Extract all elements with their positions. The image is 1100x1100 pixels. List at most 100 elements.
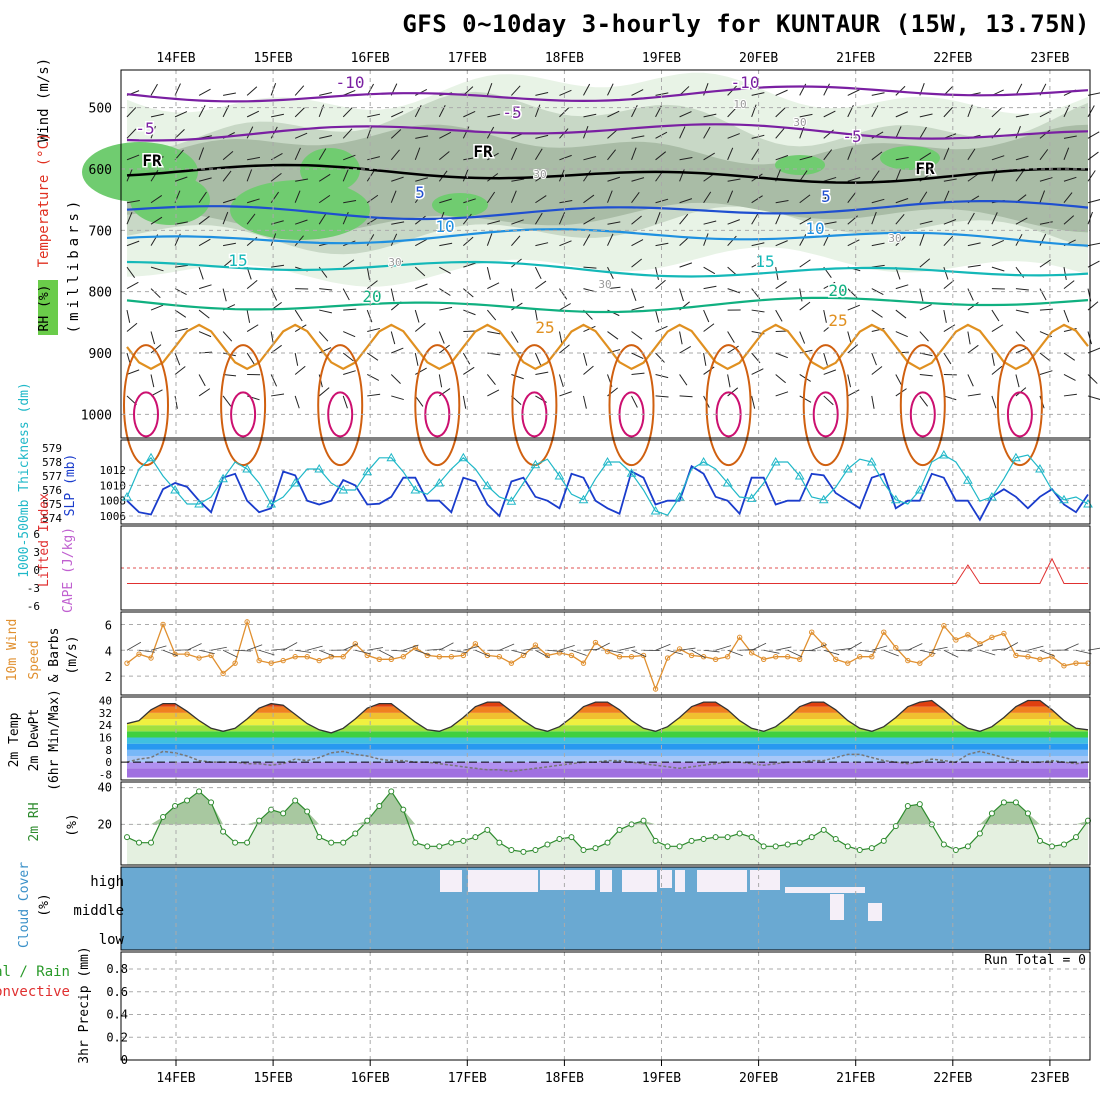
wind-speed-marker <box>316 657 322 664</box>
wind-barb <box>943 324 956 332</box>
wind-barb <box>967 104 973 118</box>
wind-barb <box>943 352 952 365</box>
wind-barb <box>126 322 138 332</box>
wind-barb <box>631 331 643 340</box>
thickness-tick: 578 <box>42 456 62 469</box>
wind-barb <box>486 83 493 96</box>
wind-barb <box>150 113 164 118</box>
wind10-barb <box>307 645 323 651</box>
rh2m-marker <box>292 797 299 804</box>
wind-barb <box>391 221 405 225</box>
wind-speed-marker <box>688 652 695 659</box>
rh2m-marker <box>376 803 383 809</box>
rh-fill <box>127 791 1088 865</box>
rh2m-marker <box>196 788 203 795</box>
rh2m-marker <box>520 848 527 855</box>
wind10-barb <box>919 649 936 654</box>
wind10-barb <box>463 646 479 651</box>
wind-barb <box>318 212 327 225</box>
wind-barb <box>967 374 974 387</box>
wind-speed-marker <box>845 660 851 666</box>
date-label-bottom: 18FEB <box>545 1071 584 1086</box>
wind-speed-marker <box>640 652 647 659</box>
wind-barb <box>799 194 811 204</box>
wind-barb <box>1063 215 1075 225</box>
wind-speed-marker <box>376 656 382 663</box>
isotherm-label: 20 <box>828 281 847 300</box>
rh2m-marker <box>136 839 143 846</box>
wind10-barb <box>451 649 468 654</box>
wind-barb <box>462 126 470 139</box>
wind-barb <box>823 110 836 118</box>
rh2m-marker <box>712 834 719 841</box>
rh2m-marker <box>808 834 815 841</box>
wind-barb <box>486 374 496 385</box>
rh2m-marker <box>820 826 827 833</box>
wind10-barb <box>271 648 288 651</box>
isotherm-30-loop <box>220 344 267 467</box>
wind10-barb <box>1063 643 1079 651</box>
wind-barb <box>223 242 236 247</box>
wind-barb <box>895 198 909 204</box>
thickness-marker <box>554 470 565 480</box>
isotherm-label: 25 <box>828 311 847 330</box>
wind-barb <box>847 192 857 204</box>
wind-barb <box>222 288 227 302</box>
cloud-clear <box>868 903 882 921</box>
rh2m-marker <box>328 839 335 846</box>
wind-barb <box>198 388 211 397</box>
wind-barb <box>1063 352 1076 361</box>
wind-barb <box>367 393 381 397</box>
wind-barb <box>534 309 539 323</box>
wind10-barb <box>499 643 515 651</box>
wind-barb <box>919 126 927 139</box>
rh2m-marker <box>160 814 167 820</box>
wind-barb <box>775 352 788 359</box>
isotherm-label: -10 <box>336 73 365 92</box>
wind-barb <box>342 128 353 139</box>
wind-speed-marker <box>664 655 671 661</box>
wind-speed-marker <box>508 660 515 666</box>
isotherm-35-loop <box>327 391 354 438</box>
temp-tick: 40 <box>99 695 112 708</box>
wind-barb <box>534 352 542 366</box>
wind-barb <box>727 235 737 247</box>
wind-barb <box>126 154 140 161</box>
wind-barb <box>943 106 953 118</box>
wind-barb <box>582 352 588 366</box>
wind-barb <box>391 110 404 118</box>
date-label-top: 17FEB <box>448 51 487 66</box>
wind-barb <box>943 219 957 225</box>
wind-barb <box>919 220 933 225</box>
wind-barb <box>198 177 212 182</box>
rh2m-marker <box>904 803 911 809</box>
wind-barb <box>342 259 355 268</box>
wind-barb <box>823 83 830 96</box>
wind-barb <box>198 191 207 204</box>
wind10-barb <box>679 647 696 651</box>
wind-barb <box>727 178 741 182</box>
wind-barb <box>679 374 688 386</box>
isotherm-30-loop <box>608 344 655 467</box>
cloud-clear <box>675 870 685 892</box>
wind-barb <box>583 156 597 161</box>
rh-high-blob <box>130 175 210 225</box>
thickness-marker <box>434 477 445 487</box>
wind-barb <box>511 235 521 246</box>
isotherm-30-loop <box>802 344 849 467</box>
wind10-barb <box>703 649 720 653</box>
wind-barb <box>607 129 618 139</box>
wind10-barb <box>367 647 384 651</box>
rh2m-marker <box>1072 834 1079 841</box>
date-label-top: 23FEB <box>1030 51 1069 66</box>
wind-barb <box>991 309 1000 322</box>
wind-barb <box>126 212 133 225</box>
wind10-barb <box>763 649 780 654</box>
wind-barb <box>126 199 140 204</box>
rh2m-marker <box>724 834 731 841</box>
wind-barb <box>319 134 332 139</box>
wind-barb <box>366 309 373 323</box>
isotherm-label: 5 <box>415 183 425 202</box>
wind-barb <box>919 152 932 161</box>
